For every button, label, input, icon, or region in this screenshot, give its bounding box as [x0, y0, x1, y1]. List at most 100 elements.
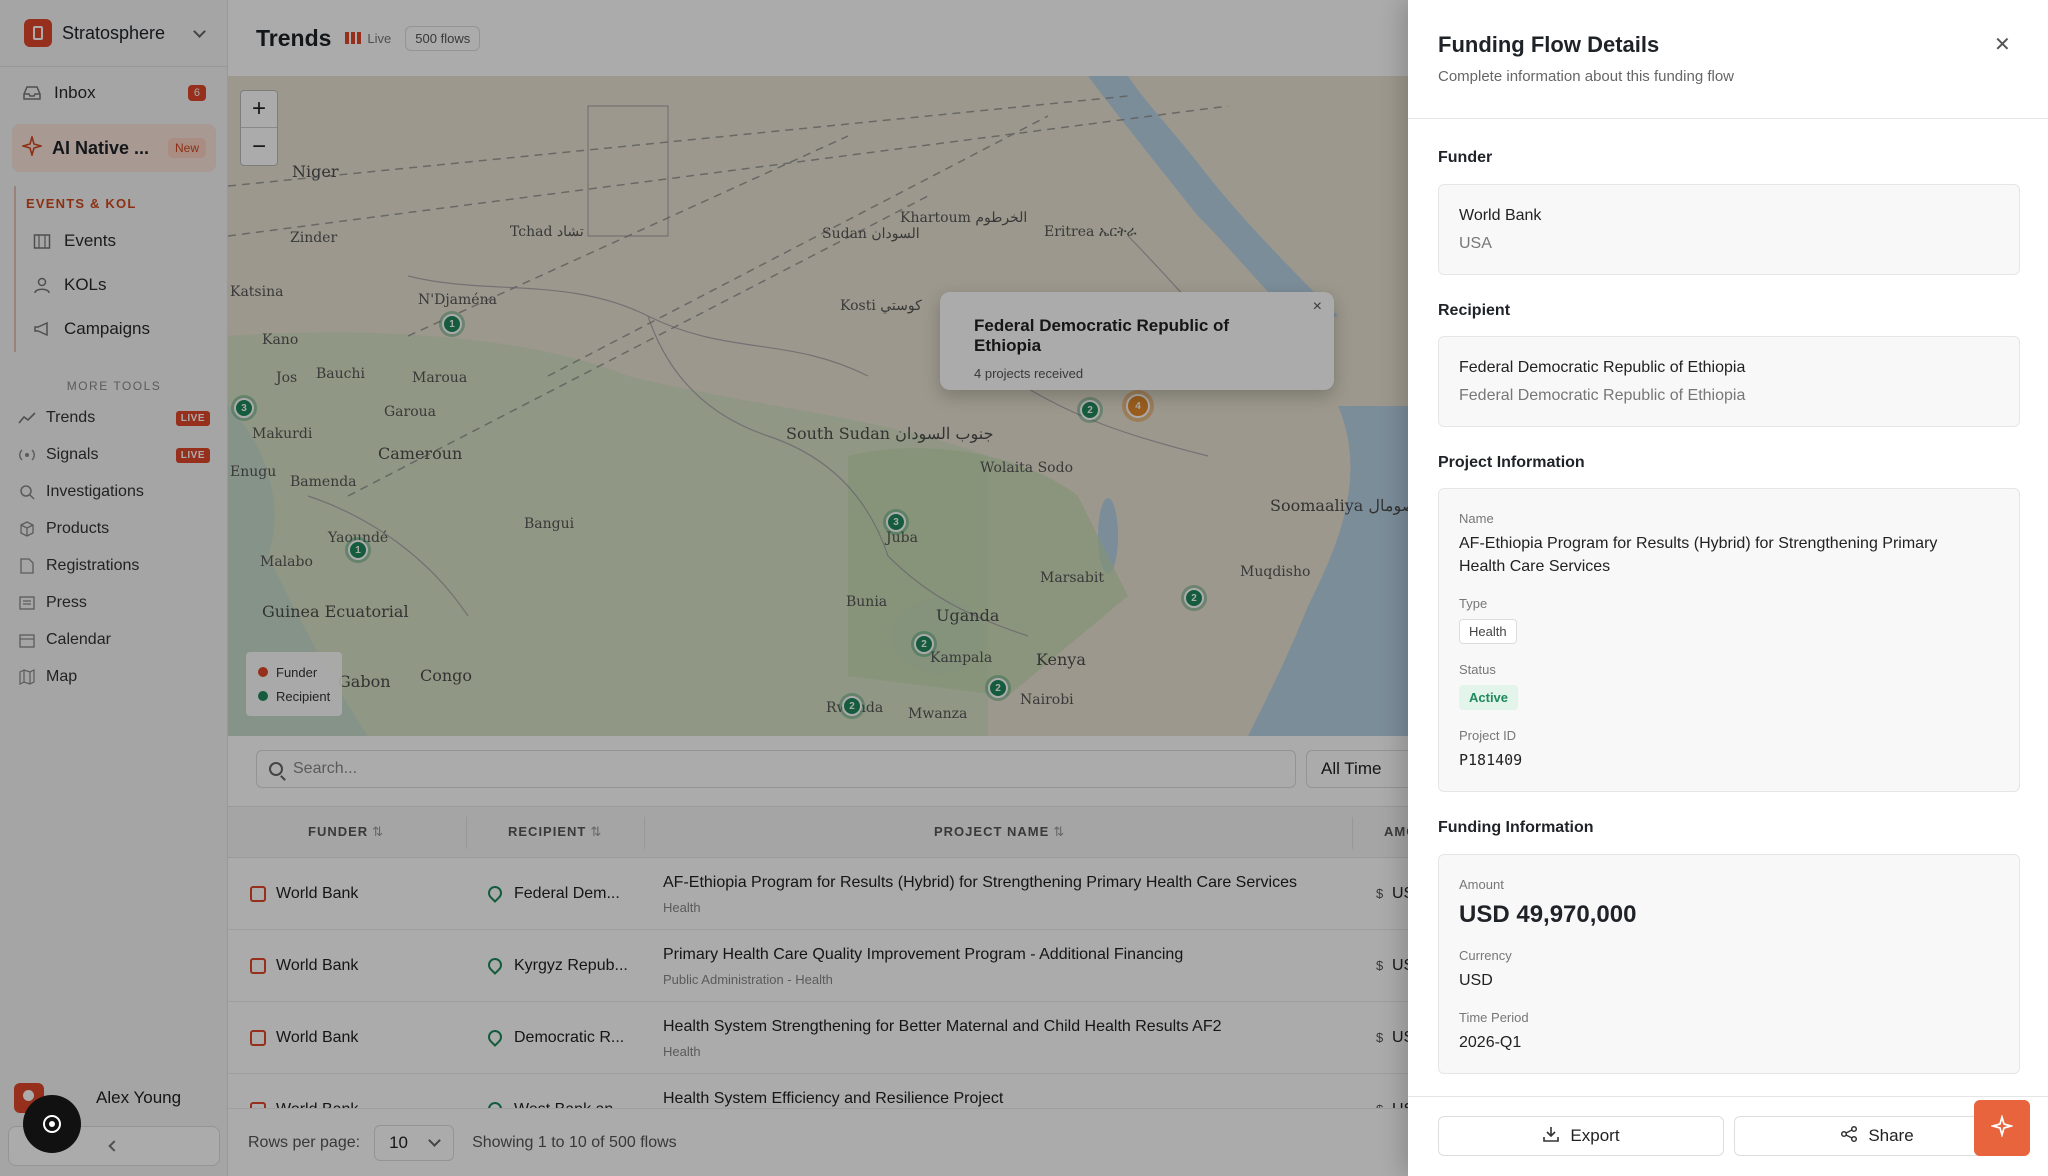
funder-card: World Bank USA [1438, 184, 2020, 275]
project-cell: Primary Health Care Quality Improvement … [663, 946, 1184, 963]
more-tools-heading: MORE TOOLS [66, 379, 162, 393]
sidebar-item-investigations[interactable]: Investigations [14, 475, 214, 509]
sidebar-item-trends[interactable]: Trends LIVE [14, 401, 214, 435]
sort-icon: ⇅ [372, 824, 385, 839]
map-cluster-marker[interactable]: 2 [1080, 400, 1100, 420]
live-badge: LIVE [175, 410, 210, 426]
divider [0, 66, 227, 67]
sidebar-item-events[interactable]: Events [24, 222, 214, 260]
map-cluster-marker[interactable]: 2 [842, 696, 862, 716]
funder-dot-icon [258, 667, 268, 677]
map-label: Jos [276, 370, 298, 386]
sidebar-item-signals[interactable]: Signals LIVE [14, 438, 214, 472]
user-name: Alex Young [96, 1088, 182, 1107]
close-icon[interactable]: × [1312, 298, 1322, 315]
column-separator [466, 817, 467, 849]
table-row[interactable]: World Bank Federal Dem... AF-Ethiopia Pr… [228, 858, 2048, 930]
sidebar-item-registrations[interactable]: Registrations [14, 549, 214, 583]
share-button[interactable]: Share [1734, 1116, 2020, 1156]
sidebar-item-map[interactable]: Map [14, 660, 214, 694]
recipient-detail: Federal Democratic Republic of Ethiopia [1459, 387, 1746, 404]
filter-bar: Search... All Time [228, 736, 2048, 804]
recipient-card: Federal Democratic Republic of Ethiopia … [1438, 336, 2020, 427]
pagination-summary: Showing 1 to 10 of 500 flows [472, 1133, 677, 1151]
sidebar-item-ai-native[interactable]: AI Native ... New [12, 124, 216, 172]
map-label: Congo [420, 666, 473, 685]
sidebar-item-kols[interactable]: KOLs [24, 266, 214, 304]
rows-per-page-label: Rows per page: [248, 1133, 361, 1151]
person-icon [32, 275, 52, 295]
modal-backdrop[interactable] [0, 0, 1408, 1176]
sidebar-item-label: Signals [46, 446, 99, 463]
page-title: Trends [256, 24, 332, 51]
map-cluster-marker[interactable]: 2 [1184, 588, 1204, 608]
map-label: Muqdisho [1240, 564, 1311, 580]
zoom-out-button[interactable]: − [251, 132, 266, 160]
project-type-tag: Health [1459, 619, 1517, 644]
funder-cell: World Bank [276, 1029, 359, 1046]
column-separator [1352, 817, 1353, 849]
recipient-name: Federal Democratic Republic of Ethiopia [1459, 359, 1746, 376]
assistant-fab-button[interactable] [23, 1095, 81, 1153]
share-label: Share [1868, 1126, 1914, 1145]
map-cluster-marker[interactable]: 3 [234, 398, 254, 418]
flows-count-chip: 500 flows [405, 25, 481, 51]
sidebar-item-label: Trends [46, 409, 96, 426]
project-id: P181409 [1459, 751, 1523, 769]
sidebar-item-campaigns[interactable]: Campaigns [24, 310, 214, 348]
map-cluster-marker[interactable]: 3 [886, 512, 906, 532]
bank-icon [250, 1030, 266, 1046]
sidebar-item-label: Map [46, 668, 78, 685]
sidebar-item-products[interactable]: Products [14, 512, 214, 546]
project-card: Name AF-Ethiopia Program for Results (Hy… [1438, 488, 2020, 792]
column-header-recipient[interactable]: RECIPIENT ⇅ [508, 824, 602, 840]
rows-per-page-select[interactable]: 10 [374, 1124, 455, 1161]
map-label: Tchad تشاد [510, 224, 584, 240]
map-cluster-marker[interactable]: 2 [988, 678, 1008, 698]
map-label: Maroua [412, 370, 468, 386]
map-popup: Federal Democratic Republic of Ethiopia … [940, 292, 1334, 390]
map-label: Cameroun [378, 444, 463, 463]
sector-cell: Health [663, 1044, 701, 1059]
map-cluster-marker[interactable]: 2 [914, 634, 934, 654]
drawer-title: Funding Flow Details [1438, 32, 1660, 57]
map-cluster-marker[interactable]: 1 [442, 314, 462, 334]
close-icon[interactable]: ✕ [1994, 34, 2011, 56]
project-name-line-2: Health Care Services [1459, 558, 1611, 575]
sidebar-item-inbox[interactable]: Inbox 6 [14, 74, 214, 112]
export-button[interactable]: Export [1438, 1116, 1724, 1156]
sidebar-item-calendar[interactable]: Calendar [14, 623, 214, 657]
map-label: Kosti كوستي [840, 298, 922, 314]
map-cluster-marker[interactable]: 1 [348, 540, 368, 560]
workspace-switcher[interactable]: Stratosphere [14, 14, 214, 52]
search-icon [18, 483, 36, 501]
project-id-label: Project ID [1459, 728, 1517, 743]
map-icon [18, 668, 36, 686]
column-header-label: RECIPIENT [508, 824, 587, 839]
sidebar-item-label: Press [46, 594, 87, 611]
map-label: Mwanza [908, 706, 968, 722]
section-title-funding: Funding Information [1438, 819, 1594, 836]
sector-cell: Public Administration - Health [663, 972, 833, 987]
table-row[interactable]: World Bank Kyrgyz Repub... Primary Healt… [228, 930, 2048, 1002]
export-label: Export [1570, 1126, 1620, 1145]
amount-value: USD 49,970,000 [1459, 901, 1637, 928]
zoom-in-button[interactable]: + [241, 91, 277, 128]
ai-assistant-button[interactable] [1974, 1100, 2030, 1156]
record-icon [43, 1115, 61, 1133]
share-icon [1840, 1125, 1858, 1148]
recipient-dot-icon [258, 691, 268, 701]
search-input[interactable]: Search... [256, 750, 1296, 788]
dollar-icon: $ [1376, 886, 1384, 901]
table-row[interactable]: World Bank Democratic R... Health System… [228, 1002, 2048, 1074]
sidebar-item-label: Products [46, 520, 110, 537]
calendar-grid-icon [32, 231, 52, 251]
map-cluster-marker-selected[interactable]: 4 [1126, 394, 1150, 418]
column-header-funder[interactable]: FUNDER ⇅ [308, 824, 384, 840]
workspace-name: Stratosphere [62, 22, 166, 43]
map-label: Sudan السودان [822, 226, 920, 242]
map-label: Kenya [1036, 650, 1086, 669]
sidebar-item-press[interactable]: Press [14, 586, 214, 620]
column-header-project[interactable]: PROJECT NAME ⇅ [934, 824, 1065, 840]
rows-per-page-value: 10 [389, 1132, 408, 1152]
